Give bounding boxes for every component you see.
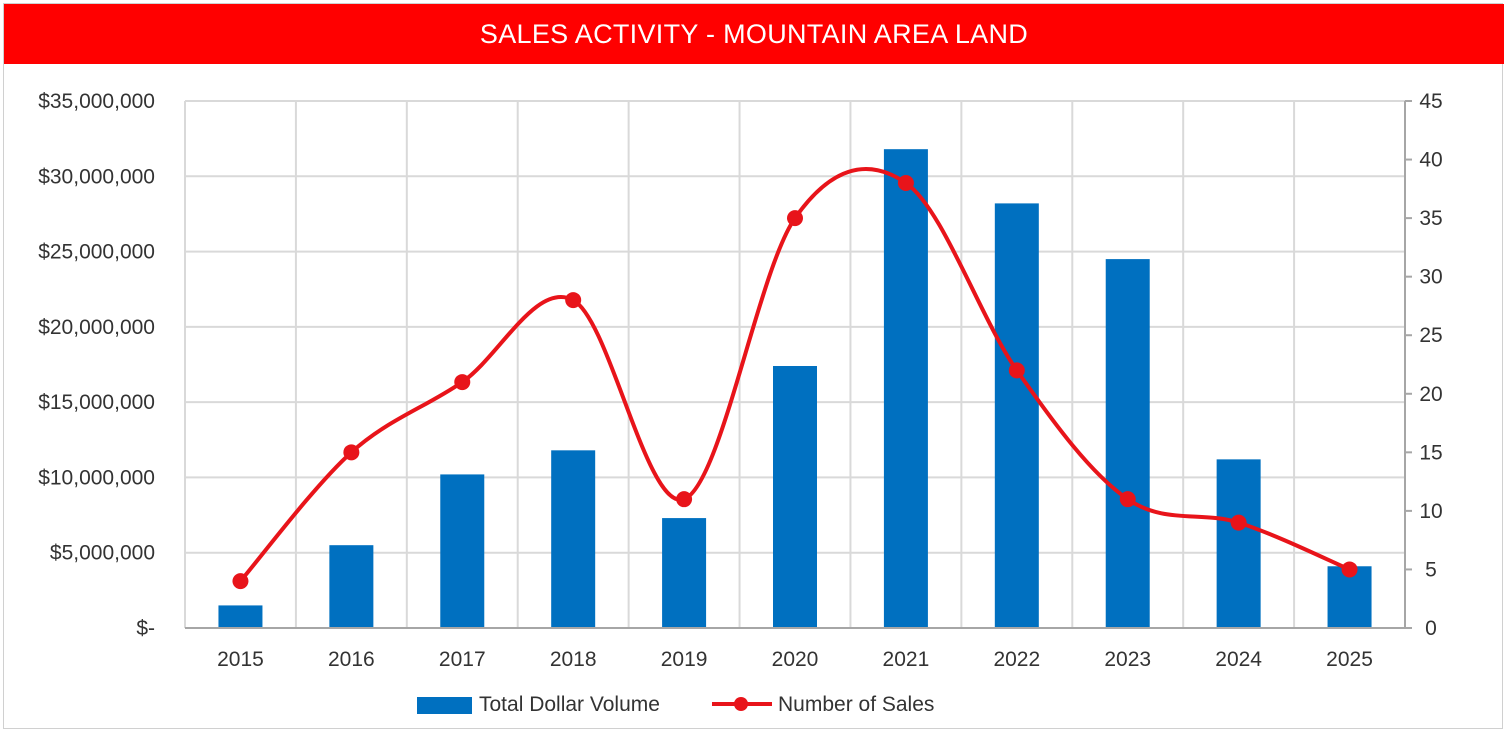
y-right-tick-label: 0 <box>1425 617 1437 640</box>
y-right-tick-label: 10 <box>1419 500 1442 523</box>
x-tick-label: 2016 <box>328 648 375 671</box>
y-left-tick-label: $35,000,000 <box>38 90 155 113</box>
y-right-tick-label: 30 <box>1419 266 1442 289</box>
x-tick-label: 2015 <box>217 648 264 671</box>
point-number-of-sales <box>1008 362 1025 379</box>
y-right-tick-label: 40 <box>1419 149 1442 172</box>
point-number-of-sales <box>1119 491 1136 508</box>
bar-total-dollar-volume <box>1216 459 1261 628</box>
chart-title: SALES ACTIVITY - MOUNTAIN AREA LAND <box>4 4 1504 64</box>
bar-series-total-dollar-volume <box>218 149 1372 629</box>
bar-total-dollar-volume <box>994 203 1039 629</box>
y-left-tick-label: $30,000,000 <box>38 165 155 188</box>
y-left-tick-label: $25,000,000 <box>38 241 155 264</box>
point-number-of-sales <box>232 573 249 590</box>
x-tick-label: 2020 <box>772 648 819 671</box>
y-right-tick-label: 35 <box>1419 207 1442 230</box>
bar-total-dollar-volume <box>218 605 263 628</box>
y-right-tick-label: 15 <box>1419 441 1442 464</box>
legend-label-number-of-sales: Number of Sales <box>778 693 934 716</box>
point-number-of-sales <box>343 444 360 461</box>
bar-total-dollar-volume <box>440 474 485 628</box>
y-right-tick-label: 5 <box>1425 558 1437 581</box>
legend-swatch-total-dollar-volume <box>417 697 472 714</box>
y-left-tick-label: $10,000,000 <box>38 466 155 489</box>
y-right-tick-label: 25 <box>1419 324 1442 347</box>
x-tick-label: 2021 <box>883 648 930 671</box>
x-tick-label: 2025 <box>1326 648 1373 671</box>
point-number-of-sales <box>565 292 582 309</box>
y-left-tick-label: $20,000,000 <box>38 316 155 339</box>
y-left-tick-label: $15,000,000 <box>38 391 155 414</box>
x-tick-label: 2019 <box>661 648 708 671</box>
x-tick-label: 2023 <box>1104 648 1151 671</box>
bar-total-dollar-volume <box>1105 259 1150 628</box>
point-number-of-sales <box>787 210 803 227</box>
y-left-tick-label: $- <box>136 617 155 640</box>
legend-label-total-dollar-volume: Total Dollar Volume <box>479 693 660 716</box>
point-number-of-sales <box>897 174 914 191</box>
point-number-of-sales <box>1230 514 1247 531</box>
legend-swatch-marker <box>734 697 748 711</box>
bar-total-dollar-volume <box>329 545 374 628</box>
point-number-of-sales <box>454 374 471 391</box>
axes: $- $5,000,000 $10,000,000 $15,000,000 $20,00… <box>38 90 1442 671</box>
legend: Total Dollar Volume Number of Sales <box>417 693 934 716</box>
bar-total-dollar-volume <box>662 518 707 628</box>
x-tick-label: 2022 <box>993 648 1040 671</box>
line-series-markers <box>232 174 1358 590</box>
bar-total-dollar-volume <box>551 450 596 628</box>
x-tick-label: 2017 <box>439 648 486 671</box>
y-right-tick-label: 45 <box>1419 90 1442 113</box>
point-number-of-sales <box>676 491 693 508</box>
x-tick-label: 2018 <box>550 648 597 671</box>
x-tick-label: 2024 <box>1215 648 1262 671</box>
bar-total-dollar-volume <box>773 366 817 628</box>
y-left-tick-label: $5,000,000 <box>50 542 155 565</box>
bar-total-dollar-volume <box>883 149 928 628</box>
point-number-of-sales <box>1341 561 1358 578</box>
y-right-tick-label: 20 <box>1419 383 1442 406</box>
